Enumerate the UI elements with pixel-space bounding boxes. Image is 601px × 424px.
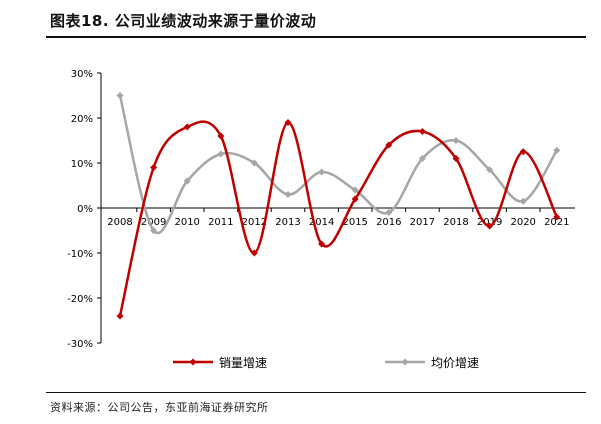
data-point xyxy=(452,137,460,144)
data-point xyxy=(351,186,359,194)
y-tick-label: 10% xyxy=(71,159,93,170)
data-point xyxy=(284,191,292,198)
x-tick-label: 2014 xyxy=(309,217,334,228)
data-point xyxy=(486,166,494,174)
x-tick-label: 2012 xyxy=(242,217,267,228)
data-point xyxy=(351,195,359,203)
title-bar: 图表18. 公司业绩波动来源于量价波动 xyxy=(0,0,601,34)
data-point xyxy=(452,155,460,162)
data-point xyxy=(150,164,158,171)
footer-divider xyxy=(46,392,586,393)
y-tick-label: -30% xyxy=(67,339,93,350)
data-point xyxy=(318,168,326,176)
legend-marker xyxy=(401,358,409,366)
data-point xyxy=(318,240,326,248)
x-tick-label: 2013 xyxy=(275,217,300,228)
x-tick-label: 2008 xyxy=(107,217,132,228)
x-tick-label: 2019 xyxy=(477,217,502,228)
x-tick-label: 2011 xyxy=(208,217,233,228)
data-point xyxy=(385,209,393,216)
data-point xyxy=(553,146,561,154)
chart-area: -30% -20% -10% 0% 10% 20% 30% 2008 2009 2010 2011 2… xyxy=(0,40,601,385)
data-point xyxy=(183,123,191,131)
data-point xyxy=(217,150,225,158)
legend-label: 均价增速 xyxy=(431,356,479,370)
legend-label: 销量增速 xyxy=(219,356,267,370)
x-tick-label: 2016 xyxy=(376,217,401,228)
data-point xyxy=(116,92,124,99)
data-point xyxy=(519,148,527,156)
data-point xyxy=(217,132,225,140)
x-tick-label: 2009 xyxy=(141,217,166,228)
data-point xyxy=(385,141,393,149)
x-tick-label: 2010 xyxy=(174,217,199,228)
x-tick-label: 2020 xyxy=(510,217,535,228)
data-point xyxy=(183,177,191,185)
data-point xyxy=(284,119,292,126)
series-line-price-growth xyxy=(118,95,558,235)
data-point xyxy=(553,213,561,221)
x-tick-label: 2018 xyxy=(443,217,468,228)
data-point xyxy=(418,128,426,135)
y-tick-label: 20% xyxy=(71,114,93,125)
title-divider xyxy=(46,36,586,38)
data-point xyxy=(250,159,258,167)
y-tick-label: -10% xyxy=(67,249,93,260)
chart-title: 图表18. 公司业绩波动来源于量价波动 xyxy=(50,12,317,30)
x-tick-label: 2021 xyxy=(544,217,569,228)
data-point xyxy=(116,312,124,320)
data-point xyxy=(150,227,158,234)
data-point xyxy=(418,155,426,162)
y-tick-label: 30% xyxy=(71,69,93,80)
legend-marker xyxy=(189,358,197,366)
data-point xyxy=(250,249,258,257)
line-chart: -30% -20% -10% 0% 10% 20% 30% 2008 2009 2010 2011 2… xyxy=(67,69,575,370)
y-tick-label: 0% xyxy=(77,204,93,215)
data-point xyxy=(519,197,527,205)
data-point xyxy=(486,222,494,230)
y-tick-label: -20% xyxy=(67,294,93,305)
x-tick-label: 2015 xyxy=(342,217,367,228)
x-tick-label: 2017 xyxy=(410,217,435,228)
source-note: 资料来源：公司公告，东亚前海证券研究所 xyxy=(50,401,269,414)
